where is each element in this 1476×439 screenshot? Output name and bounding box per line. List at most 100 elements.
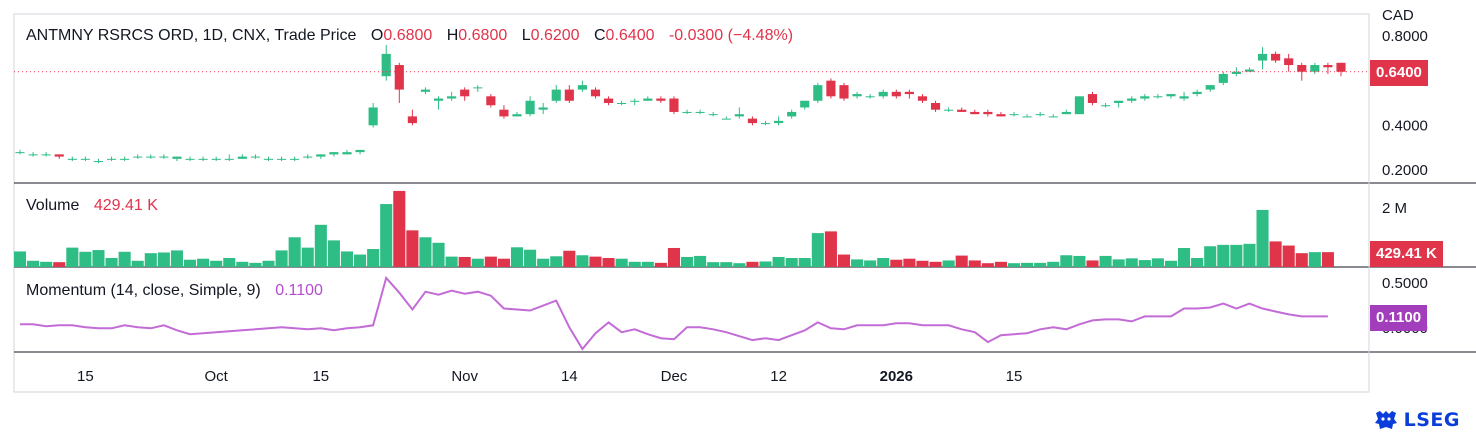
momentum-tick-label: 0.5000 bbox=[1382, 275, 1428, 292]
candle bbox=[983, 111, 993, 115]
candle bbox=[839, 85, 849, 99]
volume-bar bbox=[942, 260, 955, 267]
candle bbox=[381, 53, 391, 77]
volume-bar bbox=[223, 258, 236, 267]
candle bbox=[1166, 94, 1176, 97]
volume-bar bbox=[615, 258, 628, 267]
volume-bar bbox=[66, 247, 79, 267]
volume-bar bbox=[105, 258, 118, 267]
volume-bar bbox=[275, 250, 288, 267]
candle bbox=[1100, 105, 1111, 107]
volume-bar bbox=[916, 260, 929, 267]
volume-bar bbox=[510, 247, 524, 267]
volume-bar bbox=[811, 233, 824, 267]
volume-bar bbox=[824, 231, 837, 267]
candle bbox=[1114, 100, 1124, 103]
volume-bar bbox=[759, 261, 772, 267]
volume-bar bbox=[1243, 243, 1256, 267]
change-value: -0.0300 (−4.48%) bbox=[668, 27, 794, 44]
candle bbox=[891, 91, 901, 97]
volume-bar bbox=[667, 247, 680, 267]
volume-bar bbox=[628, 261, 641, 267]
candle bbox=[486, 96, 496, 106]
volume-bar bbox=[13, 251, 27, 267]
open-label: O bbox=[370, 27, 384, 44]
candle bbox=[996, 114, 1006, 117]
candle bbox=[682, 111, 692, 113]
volume-bar bbox=[471, 258, 484, 267]
volume-bar bbox=[1164, 260, 1178, 267]
candle bbox=[1323, 65, 1333, 68]
volume-bar bbox=[1112, 259, 1125, 267]
candle bbox=[120, 158, 130, 160]
volume-bar bbox=[27, 260, 40, 267]
candle bbox=[54, 154, 64, 157]
candle bbox=[499, 109, 509, 117]
candle bbox=[224, 158, 234, 160]
candle bbox=[460, 89, 470, 97]
lseg-crest-icon bbox=[1374, 411, 1397, 429]
candle bbox=[800, 100, 810, 108]
candle bbox=[512, 114, 522, 117]
candle bbox=[957, 109, 967, 112]
volume-bar bbox=[1308, 252, 1321, 267]
volume-bar bbox=[602, 258, 615, 267]
candle bbox=[473, 87, 483, 89]
candle bbox=[721, 118, 731, 120]
volume-bar bbox=[929, 261, 942, 267]
candle bbox=[28, 154, 38, 156]
candle bbox=[80, 158, 90, 160]
volume-bar bbox=[576, 255, 589, 267]
volume-bar bbox=[1295, 253, 1308, 267]
candle bbox=[67, 158, 77, 160]
low-label: L bbox=[521, 27, 531, 44]
volume-bar bbox=[955, 255, 968, 267]
candle bbox=[669, 98, 679, 112]
volume-bar bbox=[484, 256, 497, 267]
candle bbox=[277, 158, 287, 160]
candle bbox=[15, 152, 25, 154]
candle bbox=[1048, 116, 1058, 118]
volume-bar bbox=[1204, 246, 1217, 267]
candle bbox=[342, 152, 352, 155]
candle bbox=[970, 111, 980, 115]
logo-text: LSEG bbox=[1403, 409, 1460, 431]
candle bbox=[1127, 98, 1137, 101]
x-tick-label: 12 bbox=[770, 368, 787, 385]
momentum-legend: Momentum (14, close, Simple, 9) 0.1100 bbox=[26, 282, 323, 300]
volume-bar bbox=[288, 237, 301, 267]
volume-bar bbox=[367, 249, 380, 267]
volume-bar bbox=[1217, 244, 1230, 267]
last-price-tag: 0.6400 bbox=[1370, 60, 1428, 86]
volume-bar bbox=[681, 256, 694, 267]
candle bbox=[1297, 65, 1307, 72]
volume-bar bbox=[641, 261, 654, 267]
candle bbox=[1336, 62, 1346, 72]
candle bbox=[447, 96, 457, 99]
candle bbox=[551, 89, 561, 101]
volume-bar bbox=[785, 258, 798, 267]
volume-bar bbox=[406, 230, 419, 267]
volume-bar bbox=[563, 250, 576, 267]
volume-bar bbox=[1073, 255, 1086, 267]
candle bbox=[525, 100, 535, 115]
volume-bar bbox=[157, 252, 170, 267]
x-tick-label: 2026 bbox=[880, 368, 913, 385]
candle bbox=[1022, 116, 1032, 118]
volume-bar bbox=[1191, 258, 1204, 267]
candle bbox=[1087, 94, 1098, 103]
volume-bar bbox=[720, 262, 733, 267]
volume-bar bbox=[340, 251, 354, 267]
candle bbox=[1257, 53, 1268, 61]
candle bbox=[1153, 96, 1163, 98]
candle bbox=[708, 114, 718, 116]
candle bbox=[355, 149, 365, 153]
candle bbox=[1074, 96, 1084, 115]
volume-bar bbox=[327, 240, 340, 267]
open-value: 0.6800 bbox=[383, 27, 433, 44]
candle bbox=[1179, 96, 1189, 99]
candle bbox=[813, 85, 823, 101]
x-tick-label: 14 bbox=[561, 368, 578, 385]
candle bbox=[211, 158, 221, 160]
volume-bar bbox=[1178, 247, 1191, 267]
